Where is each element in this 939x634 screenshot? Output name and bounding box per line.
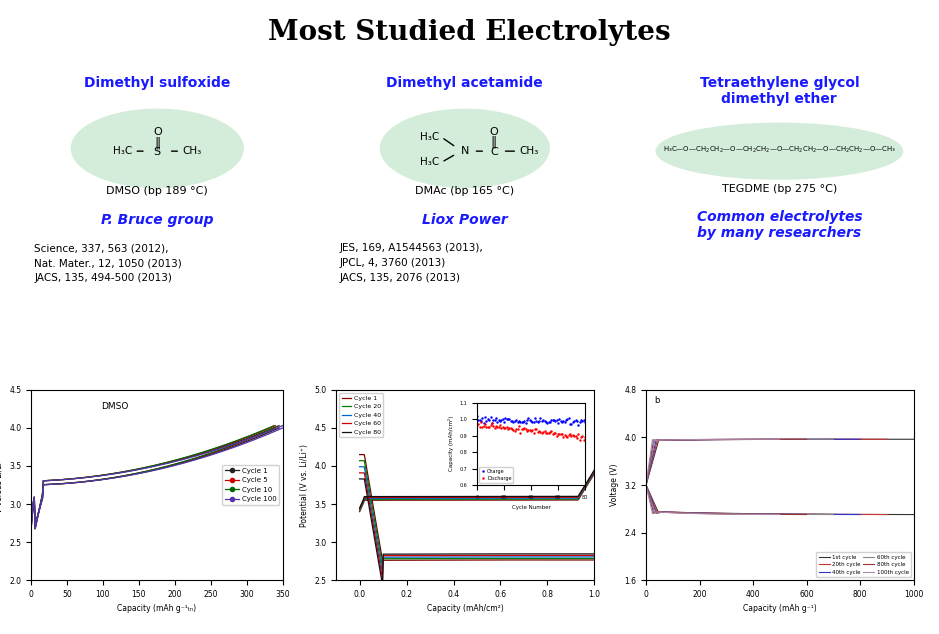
60th cycle (776, 436, 787, 443)
Cycle 40 (524, 553, 535, 560)
20th cycle (814, 436, 825, 443)
Y-axis label: Voltage (V): Voltage (V) (609, 463, 619, 507)
40th cycle (796, 436, 808, 443)
Cycle 80 (525, 550, 536, 558)
40th cycle (666, 436, 677, 444)
Y-axis label: Potential (V vs. Li/Li⁺): Potential (V vs. Li/Li⁺) (300, 444, 309, 526)
Cycle 100 (254, 434, 265, 442)
Charge (573, 421, 584, 429)
Text: Dimethyl acetamide: Dimethyl acetamide (387, 76, 543, 90)
Charge (579, 418, 591, 426)
40th cycle (795, 436, 807, 443)
Ellipse shape (380, 109, 549, 188)
Cycle 10 (170, 460, 181, 468)
1st cycle (834, 436, 845, 443)
Charge (531, 417, 542, 425)
Cycle 40 (383, 553, 394, 561)
1st cycle (640, 481, 652, 489)
Ellipse shape (71, 109, 243, 188)
Cycle 100 (26, 516, 38, 524)
X-axis label: Capacity (mAh g⁻¹): Capacity (mAh g⁻¹) (743, 604, 817, 613)
Cycle 40 (589, 553, 600, 560)
Cycle 80 (377, 581, 388, 589)
Text: O: O (489, 127, 499, 136)
60th cycle (701, 436, 713, 443)
Cycle 1 (502, 556, 514, 564)
Line: Cycle 40: Cycle 40 (360, 467, 594, 573)
X-axis label: Capacity (mAh g⁻¹ₜₙ): Capacity (mAh g⁻¹ₜₙ) (117, 604, 196, 613)
Line: Cycle 20: Cycle 20 (360, 461, 594, 567)
Charge (471, 413, 483, 420)
60th cycle (663, 436, 674, 444)
Line: Charge: Charge (476, 415, 586, 426)
Text: DMAc (bp 165 °C): DMAc (bp 165 °C) (415, 186, 515, 197)
Cycle 10 (246, 434, 257, 442)
Line: Cycle 1: Cycle 1 (360, 455, 594, 561)
Ellipse shape (656, 123, 902, 179)
Cycle 5 (25, 527, 37, 534)
Cycle 1 (26, 516, 38, 524)
Cycle 1 (589, 556, 600, 564)
Cycle 10 (25, 527, 37, 534)
Cycle 80 (383, 550, 394, 558)
Cycle 60 (431, 552, 442, 559)
Line: Discharge: Discharge (476, 422, 586, 441)
Cycle 20 (431, 555, 442, 562)
Charge (564, 420, 576, 428)
80th cycle (801, 436, 812, 443)
Cycle 80 (431, 550, 442, 558)
Line: Cycle 100: Cycle 100 (31, 428, 283, 531)
Cycle 1 (172, 460, 183, 468)
Cycle 1 (25, 527, 37, 534)
Cycle 10 (269, 424, 280, 432)
Cycle 5 (175, 459, 186, 467)
80th cycle (693, 436, 704, 443)
Cycle 20 (377, 564, 388, 571)
Cycle 100 (176, 460, 187, 468)
Text: N: N (461, 146, 469, 156)
Line: 1st cycle: 1st cycle (646, 439, 914, 485)
Cycle 80 (589, 550, 600, 558)
Cycle 20 (354, 457, 365, 465)
Discharge (475, 418, 486, 426)
Text: Tetraethylene glycol
dimethyl ether: Tetraethylene glycol dimethyl ether (700, 76, 859, 106)
40th cycle (854, 436, 866, 443)
Text: ‖: ‖ (154, 136, 161, 149)
Cycle 100 (179, 459, 191, 467)
Cycle 1 (235, 440, 246, 448)
Discharge (566, 432, 577, 440)
100th cycle (684, 436, 695, 443)
Cycle 5 (231, 440, 242, 448)
40th cycle (710, 436, 721, 443)
80th cycle (756, 436, 767, 443)
Cycle 60 (383, 552, 394, 559)
Cycle 1 (354, 451, 365, 458)
Discharge (471, 421, 483, 429)
Text: ‖: ‖ (491, 136, 497, 149)
Cycle 80 (524, 550, 535, 558)
Discharge (579, 434, 591, 441)
Discharge (570, 432, 581, 440)
Line: 80th cycle: 80th cycle (646, 439, 807, 485)
40th cycle (725, 436, 736, 443)
20th cycle (815, 436, 826, 443)
100th cycle (640, 481, 652, 489)
40th cycle (640, 481, 652, 489)
Legend: Cycle 1, Cycle 20, Cycle 40, Cycle 60, Cycle 80: Cycle 1, Cycle 20, Cycle 40, Cycle 60, C… (339, 393, 383, 437)
Line: 60th cycle: 60th cycle (646, 439, 834, 485)
Text: Science, 337, 563 (2012),
Nat. Mater., 12, 1050 (2013)
JACS, 135, 494-500 (2013): Science, 337, 563 (2012), Nat. Mater., 1… (34, 243, 182, 283)
Legend: 1st cycle, 20th cycle, 40th cycle, 60th cycle, 80th cycle, 100th cycle: 1st cycle, 20th cycle, 40th cycle, 60th … (817, 552, 911, 578)
Line: Cycle 60: Cycle 60 (360, 473, 594, 579)
Cycle 1 (525, 556, 536, 564)
Cycle 80 (354, 475, 365, 482)
Charge (551, 416, 562, 424)
X-axis label: Capacity (mAh/cm²): Capacity (mAh/cm²) (427, 604, 503, 613)
Cycle 5 (26, 516, 38, 524)
Legend: Cycle 1, Cycle 5, Cycle 10, Cycle 100: Cycle 1, Cycle 5, Cycle 10, Cycle 100 (223, 465, 279, 505)
20th cycle (640, 481, 652, 489)
Legend: Charge, Discharge: Charge, Discharge (480, 467, 514, 482)
60th cycle (777, 436, 788, 443)
80th cycle (757, 436, 768, 443)
Cycle 40 (502, 553, 514, 560)
Cycle 40 (354, 463, 365, 470)
